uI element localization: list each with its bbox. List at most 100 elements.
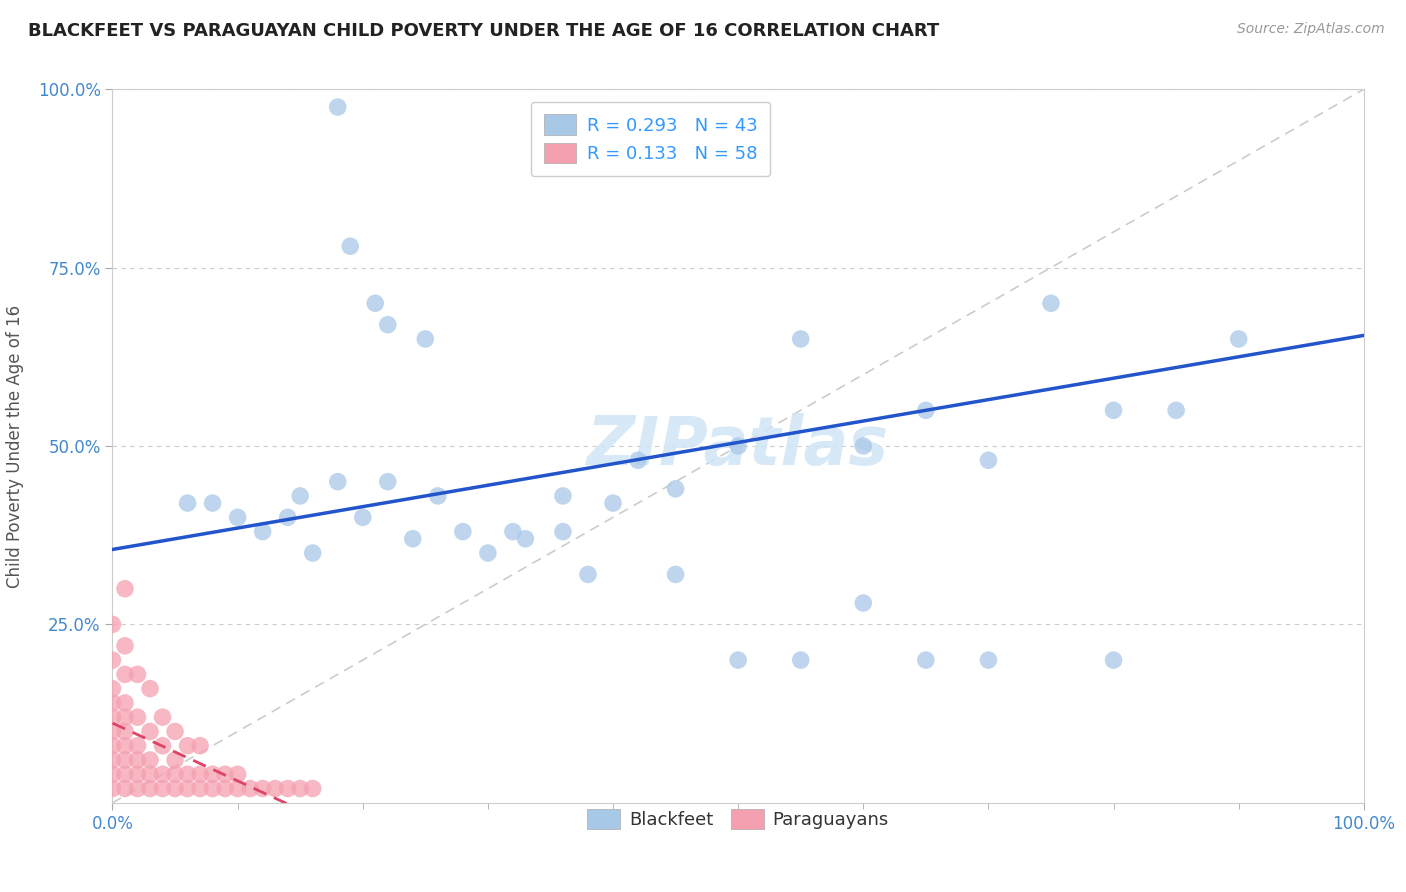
Point	[226, 767, 249, 781]
Point	[114, 739, 136, 753]
Point	[477, 546, 499, 560]
Point	[201, 496, 224, 510]
Point	[201, 767, 224, 781]
Point	[114, 639, 136, 653]
Point	[188, 767, 211, 781]
Point	[326, 475, 349, 489]
Point	[101, 653, 124, 667]
Point	[915, 403, 938, 417]
Point	[101, 781, 124, 796]
Y-axis label: Child Poverty Under the Age of 16: Child Poverty Under the Age of 16	[6, 304, 24, 588]
Point	[264, 781, 287, 796]
Point	[326, 100, 349, 114]
Point	[551, 489, 574, 503]
Point	[1102, 403, 1125, 417]
Point	[727, 653, 749, 667]
Point	[576, 567, 599, 582]
Point	[201, 781, 224, 796]
Text: ZIPatlas: ZIPatlas	[588, 413, 889, 479]
Point	[352, 510, 374, 524]
Point	[226, 510, 249, 524]
Point	[426, 489, 449, 503]
Point	[339, 239, 361, 253]
Point	[364, 296, 387, 310]
Point	[176, 739, 198, 753]
Point	[127, 753, 149, 767]
Point	[127, 739, 149, 753]
Point	[290, 489, 312, 503]
Point	[551, 524, 574, 539]
Point	[114, 582, 136, 596]
Point	[101, 696, 124, 710]
Point	[602, 496, 624, 510]
Point	[176, 767, 198, 781]
Point	[176, 781, 198, 796]
Point	[127, 781, 149, 796]
Point	[214, 781, 236, 796]
Point	[101, 767, 124, 781]
Point	[101, 724, 124, 739]
Point	[114, 767, 136, 781]
Point	[502, 524, 524, 539]
Point	[252, 524, 274, 539]
Legend: Blackfeet, Paraguayans: Blackfeet, Paraguayans	[581, 801, 896, 837]
Point	[790, 332, 813, 346]
Point	[277, 781, 299, 796]
Point	[163, 767, 186, 781]
Point	[152, 781, 174, 796]
Point	[188, 739, 211, 753]
Point	[163, 781, 186, 796]
Point	[127, 710, 149, 724]
Point	[727, 439, 749, 453]
Point	[139, 753, 162, 767]
Point	[152, 739, 174, 753]
Point	[139, 767, 162, 781]
Point	[664, 567, 686, 582]
Point	[790, 653, 813, 667]
Point	[139, 724, 162, 739]
Point	[627, 453, 650, 467]
Point	[277, 510, 299, 524]
Point	[377, 475, 399, 489]
Point	[1227, 332, 1250, 346]
Point	[852, 596, 875, 610]
Point	[127, 767, 149, 781]
Point	[114, 696, 136, 710]
Point	[152, 710, 174, 724]
Point	[301, 546, 323, 560]
Point	[977, 653, 1000, 667]
Point	[413, 332, 436, 346]
Point	[1164, 403, 1187, 417]
Point	[114, 710, 136, 724]
Point	[114, 781, 136, 796]
Point	[977, 453, 1000, 467]
Point	[451, 524, 474, 539]
Point	[301, 781, 323, 796]
Point	[852, 439, 875, 453]
Point	[114, 753, 136, 767]
Point	[252, 781, 274, 796]
Point	[101, 710, 124, 724]
Point	[176, 496, 198, 510]
Text: Source: ZipAtlas.com: Source: ZipAtlas.com	[1237, 22, 1385, 37]
Point	[152, 767, 174, 781]
Point	[214, 767, 236, 781]
Point	[163, 724, 186, 739]
Point	[139, 681, 162, 696]
Point	[101, 753, 124, 767]
Point	[101, 681, 124, 696]
Point	[163, 753, 186, 767]
Point	[377, 318, 399, 332]
Point	[226, 781, 249, 796]
Point	[239, 781, 262, 796]
Point	[664, 482, 686, 496]
Point	[101, 617, 124, 632]
Point	[915, 653, 938, 667]
Point	[188, 781, 211, 796]
Point	[139, 781, 162, 796]
Point	[402, 532, 425, 546]
Point	[290, 781, 312, 796]
Text: BLACKFEET VS PARAGUAYAN CHILD POVERTY UNDER THE AGE OF 16 CORRELATION CHART: BLACKFEET VS PARAGUAYAN CHILD POVERTY UN…	[28, 22, 939, 40]
Point	[127, 667, 149, 681]
Point	[1102, 653, 1125, 667]
